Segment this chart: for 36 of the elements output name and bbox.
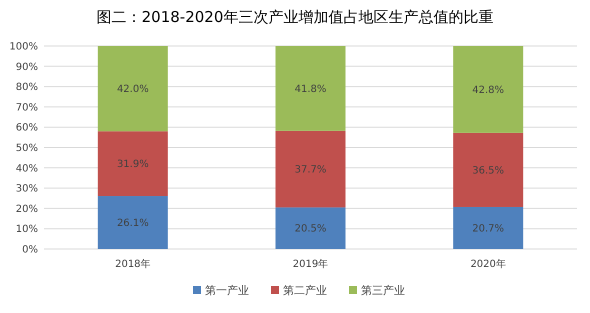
y-tick-label: 60% — [16, 122, 38, 134]
bar — [453, 206, 524, 249]
data-label: 41.8% — [294, 84, 326, 95]
y-tick-label: 80% — [16, 82, 38, 94]
y-tick-label: 40% — [16, 163, 38, 174]
data-label: 31.9% — [116, 159, 149, 170]
bar — [98, 46, 168, 132]
y-tick-label: 0% — [22, 244, 38, 256]
legend-label: 第二产业 — [283, 284, 327, 297]
title: 图二：2018-2020年三次产业增加值占地区生产总值的比重 — [96, 8, 494, 26]
bar — [453, 132, 524, 207]
x-tick-label: 2020年 — [470, 258, 506, 270]
y-tick-label: 10% — [16, 224, 38, 236]
data-label: 42.0% — [116, 84, 149, 96]
data-label: 20.5% — [294, 224, 326, 235]
data-label: 20.7% — [472, 223, 504, 234]
bar — [276, 46, 346, 131]
y-tick-label: 100% — [9, 42, 38, 52]
bar — [276, 207, 346, 249]
x-tick-label: 2018年 — [115, 258, 151, 270]
legend-label: 第三产业 — [361, 284, 405, 297]
bar — [453, 46, 524, 133]
bar — [98, 131, 168, 196]
data-label: 26.1% — [116, 218, 149, 230]
y-tick-label: 90% — [16, 62, 38, 73]
y-tick-label: 50% — [16, 143, 38, 154]
y-tick-label: 70% — [16, 102, 38, 114]
bar — [276, 130, 346, 208]
data-label: 42.8% — [472, 84, 504, 96]
y-tick-label: 20% — [16, 204, 38, 215]
y-tick-label: 30% — [16, 184, 38, 195]
data-label: 36.5% — [472, 165, 504, 176]
legend-label: 第一产业 — [205, 284, 249, 297]
x-tick-label: 2019年 — [292, 258, 328, 270]
data-label: 37.7% — [294, 164, 326, 176]
bar — [98, 196, 168, 249]
